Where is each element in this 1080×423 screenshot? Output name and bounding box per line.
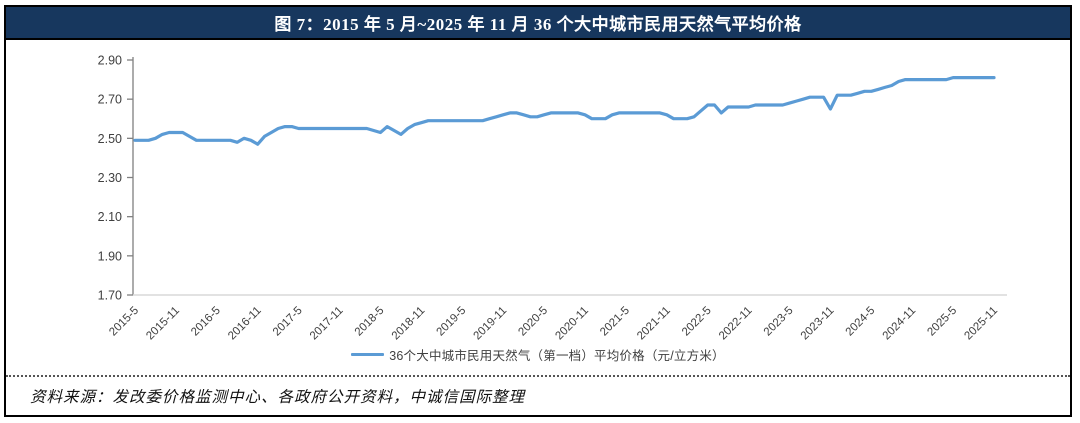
price-chart: 1.70 1.90 2.10 2.30 2.50 2.70 2.90 2015-5 2015-1… <box>6 40 1070 342</box>
x-tick-label: 2020-11 <box>553 305 591 342</box>
x-tick-label: 2020-5 <box>516 305 550 339</box>
x-tick-label: 2017-5 <box>271 305 305 339</box>
x-tick-label: 2019-11 <box>472 305 510 342</box>
figure-frame: 图 7：2015 年 5 月~2025 年 11 月 36 个大中城市民用天然气… <box>4 5 1072 417</box>
x-tick-label: 2015-5 <box>107 305 141 339</box>
source-note: 资料来源：发改委价格监测中心、各政府公开资料，中诚信国际整理 <box>6 375 1070 415</box>
x-tick-label: 2018-5 <box>353 305 387 339</box>
x-tick-label: 2022-11 <box>717 305 755 342</box>
x-tick-label: 2018-11 <box>390 305 428 342</box>
x-tick-label: 2016-5 <box>189 305 223 339</box>
line-chart-canvas: 1.70 1.90 2.10 2.30 2.50 2.70 2.90 2015-5 2015-1… <box>98 54 1007 342</box>
x-tick-label: 2024-5 <box>844 305 878 339</box>
x-tick-label: 2023-5 <box>762 305 796 339</box>
x-tick-label: 2025-11 <box>962 305 1000 342</box>
y-tick-label: 2.50 <box>98 132 122 146</box>
y-tick-label: 1.70 <box>98 289 122 303</box>
legend-line-marker <box>351 352 385 356</box>
legend-series-label: 36个大中城市民用天然气（第一档）平均价格（元/立方米） <box>389 348 725 363</box>
x-tick-label: 2023-11 <box>799 305 837 342</box>
y-tick-label: 2.70 <box>98 93 122 107</box>
x-tick-label: 2024-11 <box>881 305 919 342</box>
price-series-line <box>133 75 996 146</box>
y-tick-label: 2.30 <box>98 171 122 185</box>
x-tick-label: 2025-5 <box>925 305 959 339</box>
chart-legend: 36个大中城市民用天然气（第一档）平均价格（元/立方米） <box>6 342 1070 366</box>
figure-title: 图 7：2015 年 5 月~2025 年 11 月 36 个大中城市民用天然气… <box>6 7 1070 40</box>
x-tick-label: 2015-11 <box>144 305 182 342</box>
x-tick-label: 2019-5 <box>435 305 469 339</box>
y-tick-label: 1.90 <box>98 249 122 263</box>
y-tick-label: 2.10 <box>98 210 122 224</box>
y-tick-label: 2.90 <box>98 54 122 68</box>
x-tick-label: 2021-5 <box>598 305 632 339</box>
x-tick-label: 2022-5 <box>680 305 714 339</box>
x-tick-label: 2017-11 <box>308 305 346 342</box>
x-tick-label: 2016-11 <box>226 305 264 342</box>
x-tick-label: 2021-11 <box>635 305 673 342</box>
